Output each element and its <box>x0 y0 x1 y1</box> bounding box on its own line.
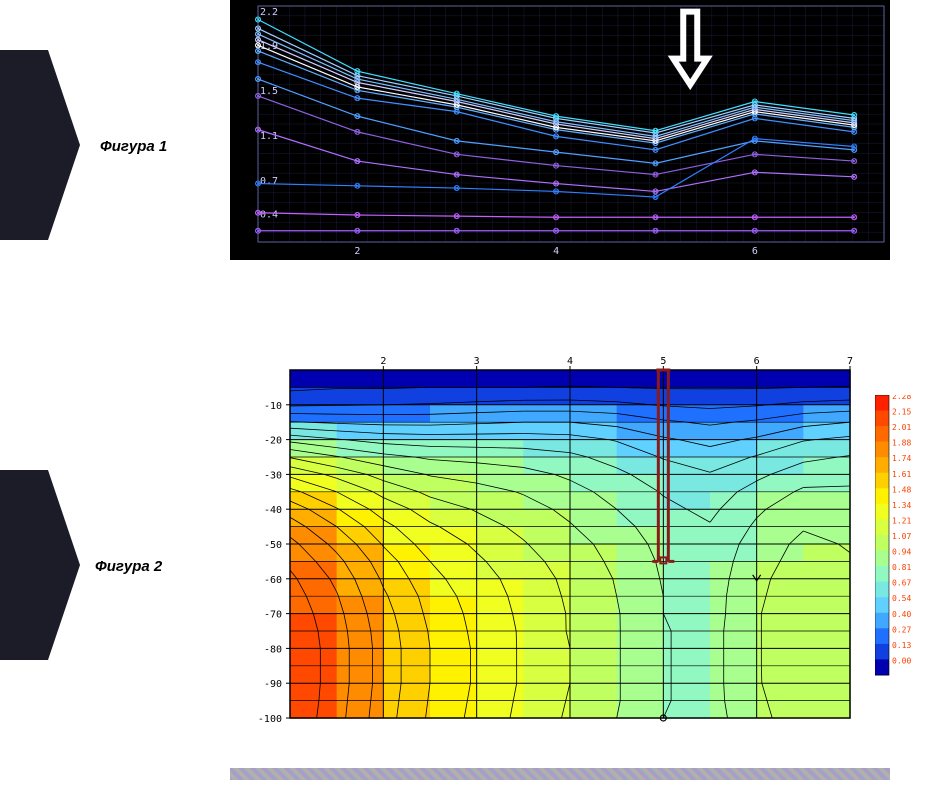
svg-text:0.81: 0.81 <box>892 563 911 572</box>
svg-text:2: 2 <box>354 246 360 257</box>
svg-text:4: 4 <box>567 356 573 367</box>
figure-1-line-chart: 0.40.71.11.51.92.2246 <box>230 0 890 260</box>
section-marker-1 <box>0 50 80 240</box>
svg-text:1.48: 1.48 <box>892 485 911 494</box>
figure-2-colorbar: 2.28 2.15 2.01 1.88 1.74 1.61 1.48 1.34 1.21 1.07… <box>875 395 935 695</box>
svg-text:1.61: 1.61 <box>892 470 911 479</box>
svg-text:1.21: 1.21 <box>892 516 911 525</box>
noise-strip <box>230 768 890 780</box>
svg-text:6: 6 <box>754 356 760 367</box>
svg-text:5: 5 <box>660 356 666 367</box>
svg-text:1.07: 1.07 <box>892 532 911 541</box>
svg-text:3: 3 <box>474 356 480 367</box>
svg-text:2.28: 2.28 <box>892 395 911 401</box>
svg-text:2.15: 2.15 <box>892 408 911 417</box>
svg-text:-60: -60 <box>264 575 282 586</box>
svg-text:0.00: 0.00 <box>892 656 911 665</box>
svg-text:2: 2 <box>380 356 386 367</box>
svg-text:0.13: 0.13 <box>892 641 911 650</box>
svg-text:1.34: 1.34 <box>892 501 911 510</box>
svg-text:-50: -50 <box>264 540 282 551</box>
svg-text:-40: -40 <box>264 505 282 516</box>
svg-text:0.4: 0.4 <box>260 210 278 221</box>
svg-text:1.74: 1.74 <box>892 454 911 463</box>
svg-text:4: 4 <box>553 246 559 257</box>
svg-text:0.27: 0.27 <box>892 625 911 634</box>
section-marker-2 <box>0 470 80 660</box>
figure-2-heatmap: 2 3 4 5 6 7 -10 -20 -30 -40 -50 -60 -70 -80 -90 -100 <box>230 350 880 740</box>
svg-text:2.2: 2.2 <box>260 7 278 18</box>
svg-text:6: 6 <box>752 246 758 257</box>
svg-text:-70: -70 <box>264 610 282 621</box>
svg-text:2.01: 2.01 <box>892 423 911 432</box>
figure-1-label: Фигура 1 <box>100 138 167 155</box>
svg-text:-30: -30 <box>264 470 282 481</box>
svg-text:-20: -20 <box>264 436 282 447</box>
svg-text:0.7: 0.7 <box>260 176 278 187</box>
svg-text:0.94: 0.94 <box>892 548 911 557</box>
svg-text:-100: -100 <box>258 714 282 725</box>
svg-text:0.54: 0.54 <box>892 594 911 603</box>
svg-text:-90: -90 <box>264 679 282 690</box>
svg-text:-10: -10 <box>264 401 282 412</box>
svg-text:-80: -80 <box>264 644 282 655</box>
svg-text:1.5: 1.5 <box>260 86 278 97</box>
svg-text:7: 7 <box>847 356 853 367</box>
svg-text:1.88: 1.88 <box>892 439 911 448</box>
figure-2-label: Фигура 2 <box>95 558 162 575</box>
svg-text:0.40: 0.40 <box>892 610 911 619</box>
svg-text:0.67: 0.67 <box>892 579 911 588</box>
